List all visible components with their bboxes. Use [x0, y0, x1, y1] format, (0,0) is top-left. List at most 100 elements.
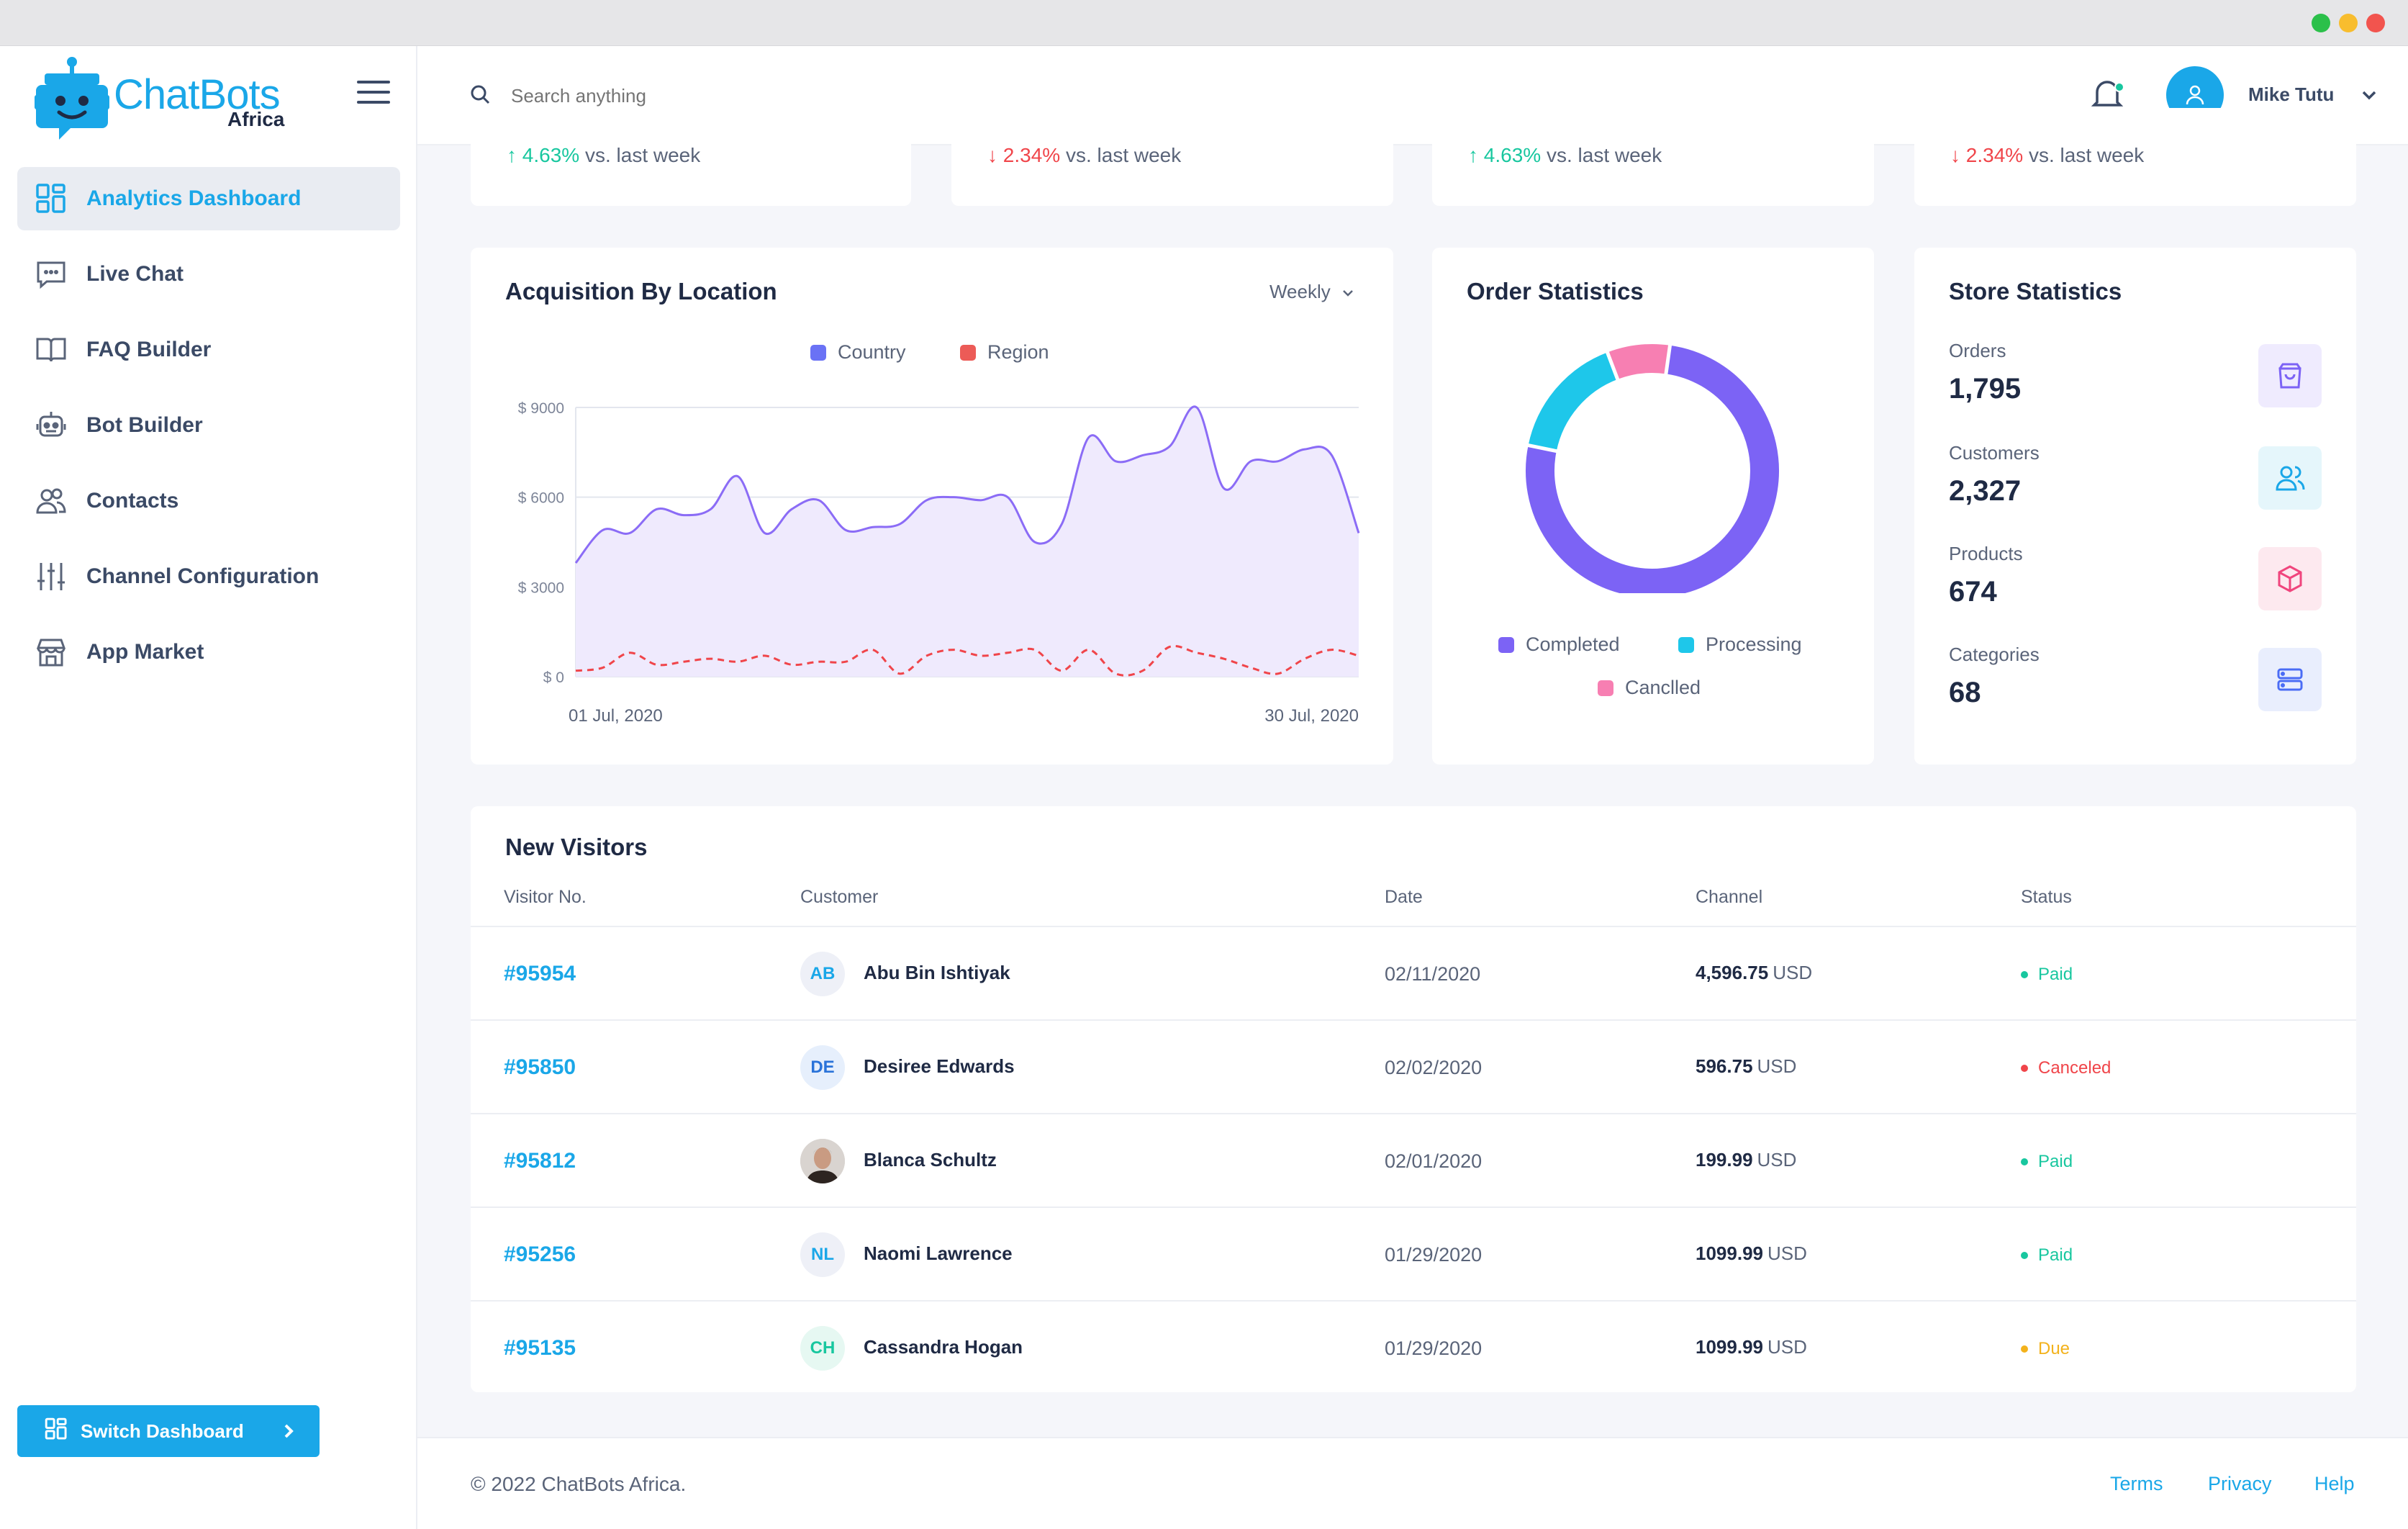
- avatar: CH: [800, 1326, 845, 1371]
- sidebar-item-live-chat[interactable]: Live Chat: [17, 243, 400, 306]
- kpi-card: ↑ 4.63% vs. last week: [471, 108, 911, 206]
- kpi-change: 2.34%: [1965, 144, 2024, 166]
- search-input[interactable]: [511, 78, 943, 114]
- currency: USD: [1773, 962, 1813, 983]
- user-name[interactable]: Mike Tutu: [2248, 84, 2335, 105]
- legend-swatch: [1598, 680, 1613, 696]
- users-icon: [35, 484, 68, 518]
- donut-separator: [1605, 350, 1620, 382]
- order-statistics-title: Order Statistics: [1467, 278, 1644, 305]
- stat-products-value: 674: [1949, 576, 1997, 608]
- footer-link-terms[interactable]: Terms: [2110, 1473, 2163, 1494]
- sidebar-item-label: Bot Builder: [86, 413, 203, 437]
- customer-name: Cassandra Hogan: [864, 1336, 1023, 1358]
- customer-name: Desiree Edwards: [864, 1055, 1015, 1077]
- chevron-down-icon[interactable]: [2361, 88, 2378, 106]
- column-header-visitor-no[interactable]: Visitor No.: [504, 887, 587, 907]
- grid-icon: [35, 182, 68, 215]
- visitor-number-link[interactable]: #95850: [504, 1055, 576, 1079]
- sidebar-item-analytics-dashboard[interactable]: Analytics Dashboard: [17, 167, 400, 230]
- table-row[interactable]: #95135 CH Cassandra Hogan 01/29/2020 109…: [471, 1300, 2356, 1392]
- sidebar-item-bot-builder[interactable]: Bot Builder: [17, 394, 400, 457]
- switch-dashboard-button[interactable]: Switch Dashboard: [17, 1405, 320, 1457]
- channel-amount: 4,596.75 USD: [1696, 962, 1812, 984]
- sidebar-item-faq-builder[interactable]: FAQ Builder: [17, 318, 400, 382]
- minimize-window-button[interactable]: [2339, 14, 2358, 32]
- sidebar-item-label: Contacts: [86, 489, 179, 513]
- legend-swatch: [960, 344, 976, 361]
- customer-name: Blanca Schultz: [864, 1149, 997, 1171]
- sidebar-item-channel-configuration[interactable]: Channel Configuration: [17, 545, 400, 608]
- column-header-channel[interactable]: Channel: [1696, 887, 1763, 907]
- legend-swatch: [1678, 636, 1694, 653]
- amount-value: 4,596.75: [1696, 962, 1769, 983]
- column-header-date[interactable]: Date: [1385, 887, 1423, 907]
- book-icon: [35, 333, 68, 366]
- sidebar-item-app-market[interactable]: App Market: [17, 621, 400, 684]
- chat-icon: [35, 258, 68, 291]
- column-header-status[interactable]: Status: [2021, 887, 2072, 907]
- visit-date: 01/29/2020: [1385, 1244, 1483, 1266]
- box-icon: [2258, 547, 2322, 610]
- donut-separator: [1664, 343, 1673, 376]
- sidebar-item-contacts[interactable]: Contacts: [17, 469, 400, 533]
- table-row[interactable]: #95954 AB Abu Bin Ishtiyak 02/11/2020 4,…: [471, 926, 2356, 1019]
- channel-amount: 1099.99 USD: [1696, 1242, 1807, 1265]
- copyright-text: © 2022 ChatBots Africa.: [471, 1473, 687, 1495]
- column-header-customer[interactable]: Customer: [800, 887, 879, 907]
- customer-name: Naomi Lawrence: [864, 1242, 1013, 1264]
- kpi-suffix: vs. last week: [1546, 144, 1662, 166]
- status-label: Paid: [2038, 1245, 2073, 1265]
- logo[interactable]: ChatBots Africa: [35, 50, 294, 144]
- avatar-photo: [800, 1139, 845, 1183]
- legend-region: Region: [960, 341, 1049, 364]
- footer-link-privacy[interactable]: Privacy: [2208, 1473, 2272, 1494]
- status-dot: [2021, 1252, 2028, 1259]
- status-label: Paid: [2038, 965, 2073, 984]
- bag-icon: [2258, 344, 2322, 407]
- visitor-number-link[interactable]: #95812: [504, 1149, 576, 1173]
- logo-main-text: ChatBots: [114, 71, 281, 118]
- sidebar-item-label: Analytics Dashboard: [86, 186, 302, 210]
- footer-link-help[interactable]: Help: [2314, 1473, 2355, 1494]
- x-tick-label: 30 Jul, 2020: [1264, 706, 1359, 726]
- country-area: [576, 406, 1359, 677]
- kpi-arrow: ↑: [507, 144, 517, 166]
- table-row[interactable]: #95812 Blanca Schultz 02/01/2020 199.99 U…: [471, 1113, 2356, 1206]
- status-badge: Paid: [2021, 1245, 2073, 1266]
- chevron-right-icon: [279, 1421, 298, 1446]
- visitor-number-link[interactable]: #95954: [504, 962, 576, 985]
- search-icon[interactable]: [469, 84, 491, 109]
- donut-separator: [1526, 443, 1559, 454]
- sidebar-nav: Analytics Dashboard Live Chat FAQ Builde…: [17, 167, 400, 696]
- maximize-window-button[interactable]: [2312, 14, 2330, 32]
- footer: © 2022 ChatBots Africa. Terms Privacy He…: [417, 1437, 2408, 1529]
- hamburger-menu-icon[interactable]: [357, 81, 390, 107]
- y-tick-label: $ 3000: [518, 579, 564, 596]
- kpi-change: 2.34%: [1002, 144, 1061, 166]
- table-row[interactable]: #95256 NL Naomi Lawrence 01/29/2020 1099…: [471, 1206, 2356, 1300]
- status-badge: Paid: [2021, 1152, 2073, 1172]
- new-visitors-title: New Visitors: [505, 834, 648, 860]
- visitor-number-link[interactable]: #95135: [504, 1336, 576, 1360]
- visitor-number-link[interactable]: #95256: [504, 1242, 576, 1266]
- close-window-button[interactable]: [2366, 14, 2385, 32]
- store-icon: [35, 636, 68, 669]
- table-row[interactable]: #95850 DE Desiree Edwards 02/02/2020 596…: [471, 1019, 2356, 1113]
- kpi-arrow: ↓: [987, 144, 997, 166]
- period-dropdown[interactable]: Weekly: [1269, 281, 1354, 303]
- amount-value: 199.99: [1696, 1149, 1753, 1171]
- stat-products-label: Products: [1949, 543, 2023, 564]
- channel-amount: 199.99 USD: [1696, 1149, 1796, 1171]
- users-icon: [2258, 446, 2322, 510]
- order-donut-chart: [1526, 343, 1779, 593]
- status-label: Due: [2038, 1339, 2070, 1358]
- stat-categories-value: 68: [1949, 677, 1981, 708]
- legend-cancelled: Canclled: [1598, 677, 1701, 699]
- notification-dot: [2114, 82, 2124, 92]
- stat-categories-label: Categories: [1949, 644, 2040, 665]
- status-dot: [2021, 1345, 2028, 1353]
- kpi-change-line: ↑ 4.63% vs. last week: [1468, 144, 1662, 167]
- region-series-line: [575, 644, 1359, 677]
